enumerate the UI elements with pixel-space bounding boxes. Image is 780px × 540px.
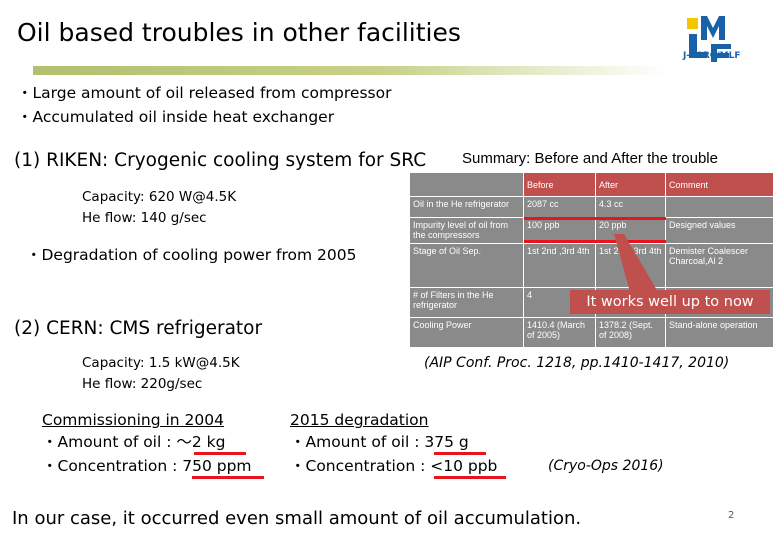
bullet-oil-released: ・Large amount of oil released from compr… (17, 84, 392, 102)
table-header-row: Before After Comment (409, 172, 774, 197)
table-row: Oil in the He refrigerator 2087 cc 4.3 c… (409, 196, 774, 218)
conclusion-text: In our case, it occurred even small amou… (12, 508, 581, 529)
jparc-mlf-logo-icon (687, 16, 731, 62)
callout-pointer-icon (614, 234, 658, 292)
highlight-underline-10ppb (434, 476, 506, 479)
degradation-2015-amount: ・Amount of oil : 375 g (290, 433, 469, 451)
table-cell: 1378.2 (Sept. of 2008) (595, 317, 666, 348)
table-cell: 1410.4 (March of 2005) (523, 317, 596, 348)
table-cell: # of Filters in the He refrigerator (409, 287, 524, 318)
table-cell: Oil in the He refrigerator (409, 196, 524, 218)
riken-capacity: Capacity: 620 W@4.5K (82, 189, 237, 205)
riken-degradation: ・Degradation of cooling power from 2005 (26, 246, 357, 264)
highlight-underline-impurity (524, 240, 666, 243)
commissioning-heading: Commissioning in 2004 (42, 411, 224, 429)
table-cell: 2087 cc (523, 196, 596, 218)
cern-he-flow: He flow: 220g/sec (82, 376, 203, 392)
slide-title: Oil based troubles in other facilities (17, 18, 461, 47)
table-cell: Impurity level of oil from the compresso… (409, 217, 524, 244)
table-cell: Demister Coalescer Charcoal,Al 2 (665, 243, 774, 288)
bullet-oil-accumulated: ・Accumulated oil inside heat exchanger (17, 108, 335, 126)
highlight-underline-750ppm (192, 476, 264, 479)
table-row: Stage of Oil Sep. 1st 2nd ,3rd 4th 1st 2… (409, 243, 774, 288)
table-cell: Designed values (665, 217, 774, 244)
logo-caption: J-PARC/MLF (683, 51, 741, 61)
callout-works-well: It works well up to now (570, 290, 770, 314)
table-header-cell: After (595, 172, 666, 197)
cern-heading: (2) CERN: CMS refrigerator (14, 318, 263, 339)
summary-table: Before After Comment Oil in the He refri… (409, 172, 774, 348)
degradation-2015-concentration: ・Concentration : <10 ppb (290, 457, 498, 475)
highlight-underline-oil (524, 217, 666, 220)
table-cell (665, 196, 774, 218)
highlight-underline-375g (434, 452, 486, 455)
reference-cryo-ops: (Cryo-Ops 2016) (548, 458, 664, 474)
table-cell: 20 ppb (595, 217, 666, 244)
cern-capacity: Capacity: 1.5 kW@4.5K (82, 355, 240, 371)
table-header-cell (409, 172, 524, 197)
page-number: 2 (728, 510, 735, 521)
commissioning-concentration: ・Concentration : 750 ppm (42, 457, 252, 475)
reference-aip: (AIP Conf. Proc. 1218, pp.1410-1417, 201… (424, 355, 730, 371)
title-underline-bar (33, 66, 668, 75)
commissioning-amount: ・Amount of oil : ～2 kg (42, 433, 226, 451)
riken-he-flow: He flow: 140 g/sec (82, 210, 207, 226)
table-cell: 4.3 cc (595, 196, 666, 218)
highlight-underline-2kg (194, 452, 246, 455)
table-header-cell: Before (523, 172, 596, 197)
table-cell: Stand-alone operation (665, 317, 774, 348)
summary-title: Summary: Before and After the trouble (462, 150, 718, 167)
table-header-cell: Comment (665, 172, 774, 197)
riken-heading: (1) RIKEN: Cryogenic cooling system for … (14, 150, 427, 171)
table-cell: Cooling Power (409, 317, 524, 348)
conclusion-span: In our case, it occurred even small amou… (12, 508, 582, 529)
table-cell: 1st 2nd ,3rd 4th (523, 243, 596, 288)
table-row: Cooling Power 1410.4 (March of 2005) 137… (409, 317, 774, 348)
table-cell: Stage of Oil Sep. (409, 243, 524, 288)
degradation-2015-heading: 2015 degradation (290, 411, 429, 429)
